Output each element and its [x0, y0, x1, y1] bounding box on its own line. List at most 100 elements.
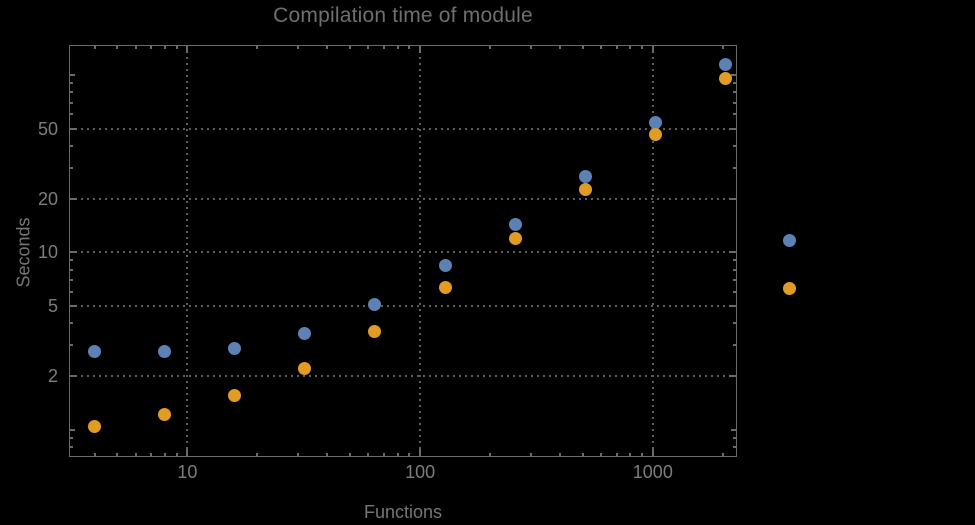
gridline-horizontal: [69, 127, 737, 130]
tick-mark-bottom: [641, 453, 644, 457]
tick-mark-top: [134, 45, 137, 49]
tick-mark-right: [733, 113, 737, 116]
tick-mark-bottom: [297, 453, 300, 457]
tick-mark-top: [175, 45, 178, 49]
tick-mark-top: [383, 45, 386, 49]
tick-mark-left: [69, 304, 77, 307]
data-point-series-orange: [508, 231, 522, 245]
tick-mark-left: [69, 101, 73, 104]
tick-mark-bottom: [489, 453, 492, 457]
chart-title: Compilation time of module: [273, 4, 533, 27]
data-point-series-blue: [578, 170, 592, 184]
tick-mark-left: [69, 144, 73, 147]
plot-frame: [69, 45, 737, 457]
data-point-series-orange: [368, 325, 382, 339]
tick-mark-right: [733, 436, 737, 439]
data-point-series-blue: [158, 345, 172, 359]
tick-mark-bottom: [396, 453, 399, 457]
y-tick-label: 2: [47, 366, 58, 387]
tick-mark-left: [69, 428, 75, 431]
tick-mark-right: [729, 127, 737, 130]
tick-mark-right: [729, 304, 737, 307]
tick-mark-bottom: [721, 453, 724, 457]
tick-mark-bottom: [651, 449, 654, 457]
tick-mark-top: [600, 45, 603, 49]
y-tick-label: 50: [37, 118, 58, 139]
tick-mark-bottom: [134, 453, 137, 457]
data-point-series-orange: [718, 71, 732, 85]
tick-mark-left: [69, 198, 77, 201]
tick-mark-top: [93, 45, 96, 49]
y-tick-label: 5: [47, 295, 58, 316]
data-point-series-blue: [648, 116, 662, 130]
legend-marker-series-blue: [783, 234, 796, 247]
tick-mark-left: [69, 268, 73, 271]
tick-mark-top: [581, 45, 584, 49]
gridline-horizontal: [69, 251, 737, 254]
data-point-series-orange: [438, 280, 452, 294]
tick-mark-top: [530, 45, 533, 49]
tick-mark-right: [731, 428, 737, 431]
tick-mark-right: [729, 251, 737, 254]
tick-mark-top: [349, 45, 352, 49]
tick-mark-top: [408, 45, 411, 49]
tick-mark-top: [256, 45, 259, 49]
tick-mark-left: [69, 113, 73, 116]
data-point-series-orange: [228, 389, 242, 403]
tick-mark-top: [297, 45, 300, 49]
tick-mark-top: [116, 45, 119, 49]
tick-mark-left: [69, 259, 73, 262]
tick-mark-bottom: [383, 453, 386, 457]
tick-mark-top: [629, 45, 632, 49]
tick-mark-right: [731, 74, 737, 77]
gridline-horizontal: [69, 375, 737, 378]
tick-mark-bottom: [175, 453, 178, 457]
gridline-vertical: [651, 45, 654, 457]
tick-mark-right: [729, 198, 737, 201]
tick-mark-bottom: [559, 453, 562, 457]
data-point-series-blue: [88, 345, 102, 359]
tick-mark-bottom: [349, 453, 352, 457]
tick-mark-right: [733, 144, 737, 147]
tick-mark-left: [69, 445, 73, 448]
tick-mark-right: [733, 259, 737, 262]
legend: [783, 234, 796, 330]
tick-mark-right: [733, 290, 737, 293]
data-point-series-orange: [648, 128, 662, 142]
tick-mark-left: [69, 344, 73, 346]
tick-mark-bottom: [629, 453, 632, 457]
tick-mark-right: [733, 445, 737, 448]
x-axis-title: Functions: [363, 502, 443, 522]
tick-mark-right: [733, 278, 737, 281]
data-point-series-orange: [88, 420, 102, 434]
tick-mark-left: [69, 91, 73, 94]
tick-mark-left: [69, 278, 73, 281]
tick-mark-top: [150, 45, 153, 49]
tick-mark-right: [733, 91, 737, 94]
y-tick-label: 10: [37, 242, 58, 263]
data-point-series-orange: [578, 182, 592, 196]
x-tick-label: 1000: [632, 462, 673, 482]
tick-mark-top: [641, 45, 644, 49]
data-point-series-blue: [228, 341, 242, 355]
data-point-series-blue: [438, 259, 452, 273]
gridline-vertical: [186, 45, 189, 457]
tick-mark-left: [69, 321, 73, 324]
tick-mark-right: [729, 375, 737, 378]
tick-mark-top: [396, 45, 399, 49]
tick-mark-right: [733, 101, 737, 104]
tick-mark-bottom: [93, 453, 96, 457]
tick-mark-left: [69, 290, 73, 293]
tick-mark-bottom: [408, 453, 411, 457]
tick-mark-top: [651, 45, 654, 53]
tick-mark-top: [163, 45, 166, 49]
gridline-horizontal: [69, 304, 737, 307]
tick-mark-left: [69, 251, 77, 254]
legend-marker-series-orange: [783, 282, 796, 295]
tick-mark-bottom: [326, 453, 329, 457]
x-tick-label: 100: [405, 462, 436, 482]
data-point-series-blue: [298, 326, 312, 340]
tick-mark-bottom: [116, 453, 119, 457]
tick-mark-right: [733, 268, 737, 271]
tick-mark-bottom: [150, 453, 153, 457]
